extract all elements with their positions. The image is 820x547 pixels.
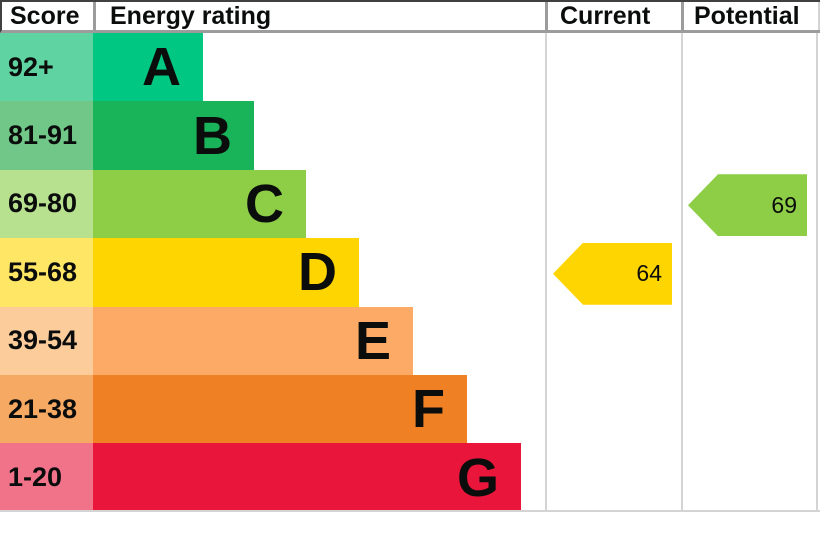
header-score: Score <box>10 1 80 30</box>
score-range-e: 39-54 <box>0 306 93 375</box>
rating-bar-f: F <box>93 374 467 444</box>
chart-header: Score Energy rating Current Potential <box>0 0 820 33</box>
current-column-divider <box>545 33 547 511</box>
score-range-d: 55-68 <box>0 238 93 307</box>
score-range-a: 92+ <box>0 33 93 102</box>
band-row-c: 69-80 C <box>0 169 820 239</box>
score-range-f: 21-38 <box>0 374 93 444</box>
rating-bar-g: G <box>93 443 521 512</box>
band-row-e: 39-54 E <box>0 306 820 375</box>
band-row-f: 21-38 F <box>0 374 820 444</box>
band-row-d: 55-68 D <box>0 238 820 307</box>
right-border-line <box>816 33 818 511</box>
score-range-g: 1-20 <box>0 443 93 512</box>
rating-bar-e: E <box>93 306 413 375</box>
rating-bar-b: B <box>93 101 254 170</box>
header-current: Current <box>545 2 681 30</box>
score-range-b: 81-91 <box>0 101 93 170</box>
rating-bar-d: D <box>93 238 359 307</box>
header-potential: Potential <box>681 2 820 30</box>
header-energy-rating: Energy rating <box>93 2 545 30</box>
band-row-a: 92+ A <box>0 33 820 102</box>
band-rows: 92+ A 81-91 B 69-80 C 55-68 D 39-54 E 21-38 F 1-20 G <box>0 33 820 512</box>
bottom-border-line <box>0 510 820 512</box>
rating-bar-a: A <box>93 33 203 102</box>
rating-bar-c: C <box>93 169 306 239</box>
band-row-b: 81-91 B <box>0 101 820 170</box>
potential-column-divider <box>681 33 683 511</box>
score-range-c: 69-80 <box>0 169 93 239</box>
band-row-g: 1-20 G <box>0 443 820 512</box>
